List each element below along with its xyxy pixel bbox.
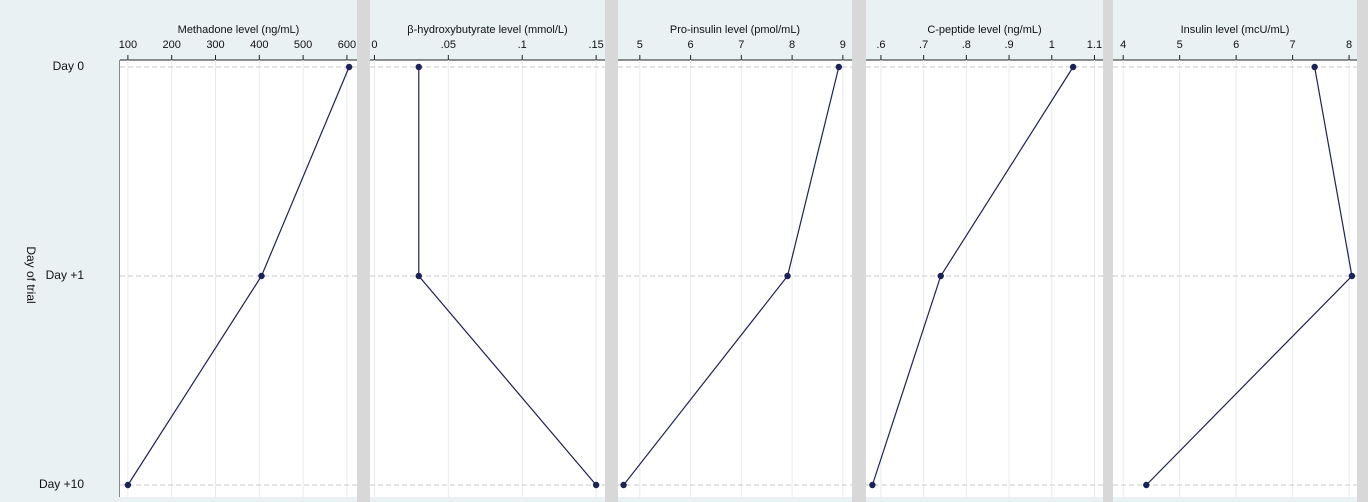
panel-gap — [1357, 0, 1368, 502]
x-tick-label: 600 — [338, 39, 356, 51]
x-tick-label: .6 — [876, 39, 885, 51]
y-tick-label: Day +1 — [46, 268, 85, 282]
x-tick-label: 7 — [738, 39, 744, 51]
data-point — [1311, 63, 1318, 71]
x-axis-title: Insulin level (mcU/mL) — [1181, 24, 1290, 36]
data-point — [869, 481, 876, 489]
plot-area — [618, 60, 852, 497]
data-point — [124, 481, 132, 489]
x-tick-label: 7 — [1290, 39, 1296, 51]
x-axis-title: C-peptide level (ng/mL) — [927, 24, 1041, 36]
data-point — [415, 63, 422, 71]
x-tick-label: .8 — [962, 39, 971, 51]
data-point — [345, 63, 353, 71]
x-tick-label: 1.1 — [1087, 39, 1102, 51]
x-tick-label: 200 — [163, 39, 181, 51]
x-axis-title: β-hydroxybutyrate level (mmol/L) — [407, 24, 567, 36]
x-axis-title: Methadone level (ng/mL) — [178, 24, 300, 36]
panel-gap — [1103, 0, 1113, 502]
y-tick-label: Day +10 — [39, 477, 84, 491]
x-tick-label: 5 — [1177, 39, 1183, 51]
data-point — [620, 481, 627, 489]
x-tick-label: 500 — [294, 39, 312, 51]
x-tick-label: .1 — [518, 39, 527, 51]
x-tick-label: .9 — [1004, 39, 1013, 51]
data-point — [784, 272, 791, 280]
x-tick-label: 100 — [119, 39, 137, 51]
x-tick-label: 9 — [840, 39, 846, 51]
x-tick-label: 4 — [1120, 39, 1126, 51]
x-tick-label: 6 — [688, 39, 694, 51]
data-point — [415, 272, 422, 280]
x-tick-label: .7 — [919, 39, 928, 51]
y-tick-label: Day 0 — [53, 59, 85, 73]
data-point — [1348, 272, 1356, 280]
data-point — [592, 481, 600, 489]
x-tick-label: 300 — [206, 39, 224, 51]
data-point — [835, 63, 843, 71]
data-point — [258, 272, 265, 280]
x-tick-label: .05 — [441, 39, 456, 51]
data-point — [937, 272, 944, 280]
panel-gap — [852, 0, 866, 502]
x-tick-label: 8 — [789, 39, 795, 51]
x-tick-label: 0 — [371, 39, 377, 51]
x-tick-label: 400 — [250, 39, 268, 51]
plot-area — [866, 60, 1103, 497]
data-point — [1143, 481, 1150, 489]
x-tick-label: 1 — [1049, 39, 1055, 51]
x-axis-title: Pro-insulin level (pmol/mL) — [670, 24, 800, 36]
x-tick-label: .15 — [588, 39, 603, 51]
x-tick-label: 8 — [1346, 39, 1352, 51]
data-point — [1069, 63, 1077, 71]
panel-gap — [605, 0, 618, 502]
panel-gap — [357, 0, 370, 502]
y-axis-title: Day of trial — [24, 246, 38, 303]
plot-area — [370, 60, 605, 497]
x-tick-label: 6 — [1233, 39, 1239, 51]
x-tick-label: 5 — [637, 39, 643, 51]
plot-area — [1113, 60, 1357, 497]
plot-area — [120, 60, 357, 497]
